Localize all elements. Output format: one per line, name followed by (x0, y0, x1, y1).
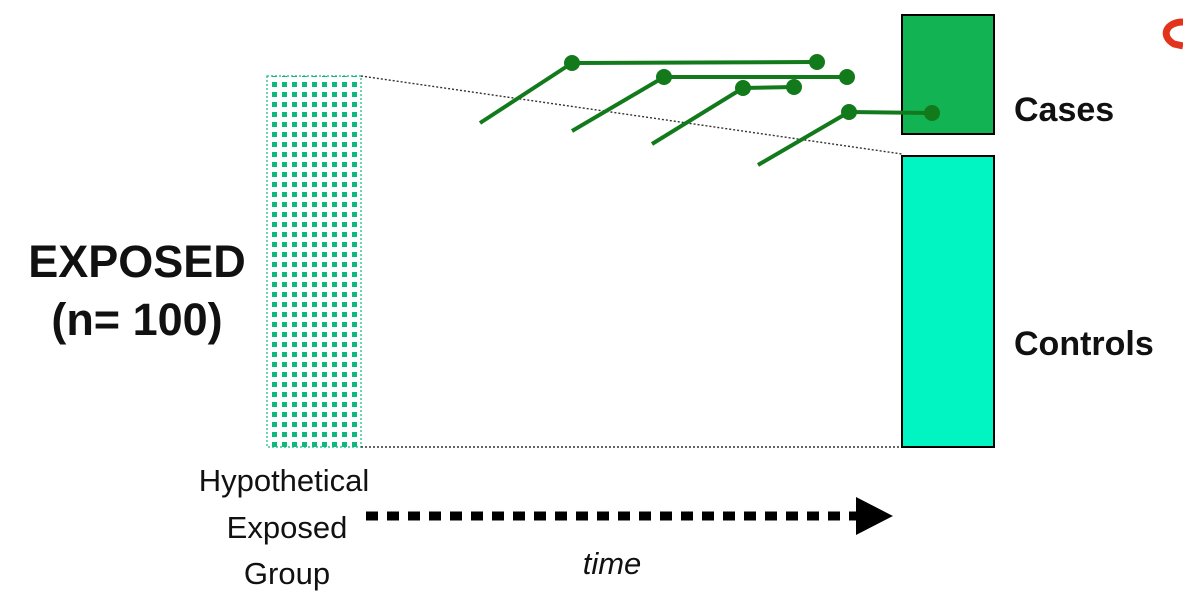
hypothetical-label: Hypothetical (199, 463, 370, 498)
controls-label: Controls (1014, 325, 1154, 363)
trajectory-3 (650, 79, 802, 146)
exposed-count-label: (n= 100) (51, 294, 222, 345)
cases-box (901, 14, 995, 135)
exposed-label: EXPOSED (28, 236, 246, 287)
controls-box (901, 155, 995, 448)
partial-red-shape (1162, 18, 1183, 50)
time-arrowhead-icon (856, 497, 893, 535)
case-trajectories (478, 54, 940, 167)
projection-line-top (360, 75, 903, 155)
trajectory-2 (570, 69, 855, 133)
hypothetical-exposed-group-box (266, 75, 362, 448)
exposed-group-label-line3: Group (244, 556, 330, 591)
trajectory-1 (478, 54, 825, 125)
exposed-group-label-line2: Exposed (227, 510, 348, 545)
trajectory-4 (756, 104, 940, 167)
time-label: time (583, 546, 642, 581)
cases-label: Cases (1014, 91, 1114, 129)
